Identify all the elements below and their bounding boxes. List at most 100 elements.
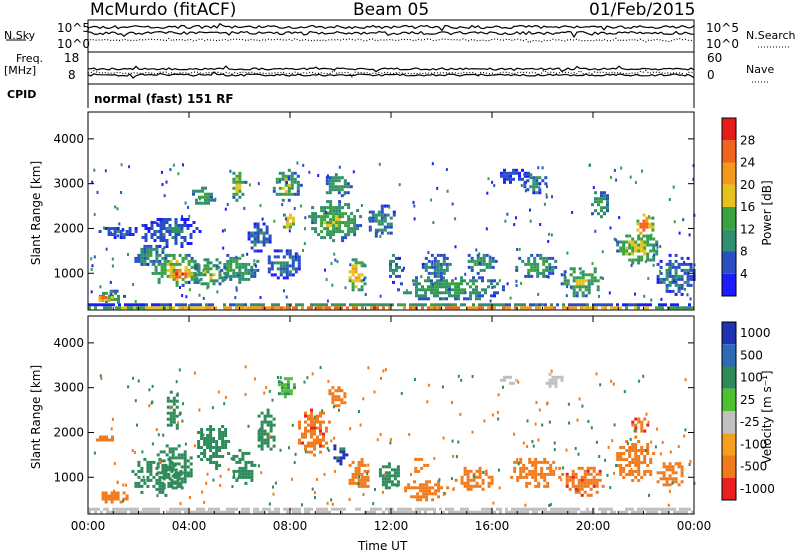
power-cell (162, 239, 166, 242)
power-cell (211, 303, 214, 307)
power-cell (169, 259, 173, 263)
power-cell (503, 177, 506, 181)
velocity-noise-cell (560, 478, 563, 482)
velocity-colorbar-tick: 25 (740, 393, 755, 407)
power-cell (590, 282, 594, 286)
power-cell (526, 188, 530, 192)
velocity-noise-cell (279, 376, 282, 380)
velocity-cell (218, 437, 222, 440)
power-cell (268, 306, 271, 310)
velocity-cell (209, 428, 213, 431)
power-cell (178, 253, 182, 257)
velocity-cell (646, 446, 650, 449)
velocity-cell (244, 463, 248, 467)
power-cell (343, 185, 347, 189)
power-cell (686, 280, 690, 284)
power-cell (124, 303, 127, 307)
power-cell (150, 236, 154, 239)
power-cell (357, 276, 361, 280)
power-cell (544, 306, 547, 310)
velocity-cell (469, 484, 473, 488)
velocity-cell (637, 420, 641, 424)
power-cell (636, 228, 640, 232)
velocity-noise-cell (604, 458, 607, 462)
power-cell (146, 256, 150, 260)
velocity-cell (631, 510, 634, 514)
velocity-cell (646, 423, 650, 427)
velocity-cell (137, 463, 141, 467)
power-cell (550, 306, 553, 310)
velocity-cell (171, 480, 175, 484)
power-cell (631, 237, 635, 241)
velocity-noise-cell (661, 440, 664, 444)
velocity-cell (628, 470, 632, 473)
power-cell (578, 282, 582, 286)
power-cell (634, 249, 638, 253)
power-cell (503, 171, 506, 175)
power-cell (545, 259, 549, 263)
velocity-colorbar-segment (722, 455, 736, 478)
power-cell (389, 262, 392, 266)
velocity-cell (387, 465, 391, 469)
power-cell (193, 280, 197, 284)
power-noise-cell (379, 235, 382, 238)
velocity-cell (655, 510, 658, 514)
power-cell (472, 291, 475, 295)
velocity-cell (96, 438, 99, 442)
velocity-noise-cell (541, 423, 544, 427)
velocity-cell (466, 472, 470, 476)
velocity-cell (203, 455, 207, 458)
power-noise-cell (547, 239, 550, 243)
power-cell (169, 303, 172, 307)
power-cell (590, 279, 594, 283)
velocity-cell (537, 484, 541, 488)
power-cell (664, 303, 667, 307)
velocity-cell (637, 449, 641, 452)
velocity-cell (586, 510, 589, 514)
power-noise-cell (328, 211, 331, 215)
velocity-cell (577, 487, 581, 491)
power-cell (677, 286, 681, 290)
velocity-cell (525, 484, 529, 488)
power-cell (536, 274, 540, 278)
power-noise-cell (188, 288, 191, 292)
velocity-cell (607, 507, 610, 511)
velocity-cell (304, 444, 307, 448)
power-cell (645, 225, 649, 229)
power-cell (161, 256, 165, 260)
power-cell (665, 262, 669, 266)
velocity-cell (493, 510, 496, 514)
power-cell (482, 262, 486, 266)
power-cell (160, 303, 163, 307)
velocity-cell (428, 489, 432, 493)
power-cell (282, 213, 286, 217)
power-cell (244, 271, 248, 275)
power-cell (311, 206, 315, 210)
power-cell (631, 303, 634, 307)
power-cell (130, 303, 133, 307)
power-cell (207, 195, 210, 199)
power-cell (328, 176, 332, 180)
power-cell (493, 294, 496, 298)
power-cell (128, 233, 132, 236)
power-cell (652, 258, 656, 262)
velocity-cell (125, 497, 129, 501)
power-cell (256, 222, 260, 226)
velocity-cell (172, 507, 175, 511)
power-cell (509, 180, 512, 184)
velocity-cell (634, 429, 638, 433)
power-cell (143, 259, 147, 263)
power-noise-cell (326, 299, 329, 303)
power-cell (146, 247, 150, 251)
velocity-cell (263, 441, 267, 445)
power-cell (180, 242, 184, 245)
power-noise-cell (216, 290, 219, 294)
velocity-cell (413, 480, 417, 484)
power-cell (288, 225, 292, 229)
nsky-trace-2 (87, 30, 694, 39)
power-noise-cell (688, 233, 691, 237)
velocity-cell (174, 474, 178, 478)
velocity-noise-cell (497, 417, 500, 421)
velocity-cell (460, 475, 464, 479)
power-cell (343, 179, 347, 183)
